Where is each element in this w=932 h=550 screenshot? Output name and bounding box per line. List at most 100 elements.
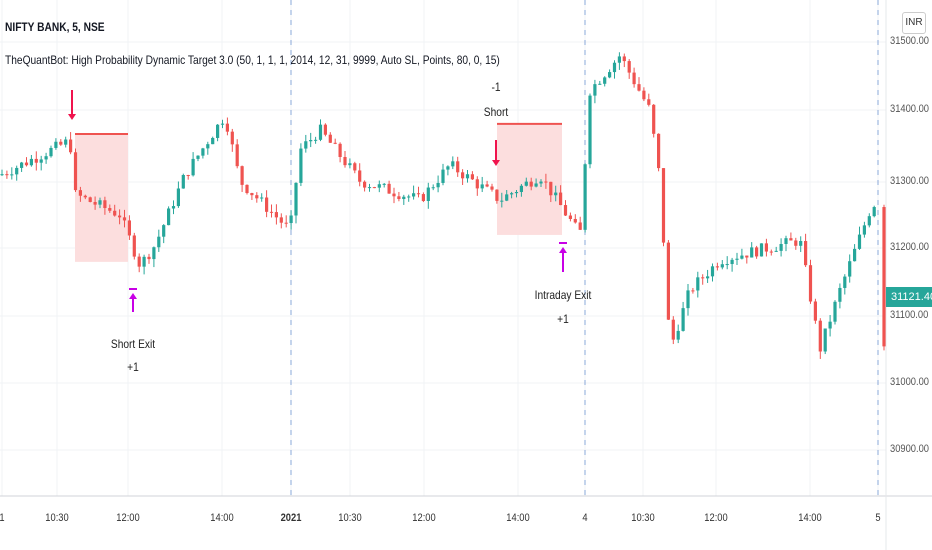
candle-body — [691, 290, 695, 292]
candle-body — [789, 238, 793, 241]
candle-body — [171, 206, 176, 209]
candle-body — [872, 207, 876, 217]
short-arrow-icon-head — [68, 114, 76, 120]
candle-body — [0, 174, 4, 176]
candle-body — [157, 236, 161, 248]
candle-body — [480, 184, 484, 189]
candle-body — [240, 166, 244, 185]
candle-body — [534, 183, 538, 187]
intraday-exit-qty: +1 — [557, 312, 569, 326]
candle-body — [88, 197, 92, 202]
candle-body — [510, 193, 514, 195]
candle-body — [73, 152, 78, 191]
candle-body — [392, 193, 396, 197]
candle-body — [103, 200, 107, 209]
candle-body — [382, 183, 386, 185]
candle-body — [490, 186, 494, 190]
candle-body — [220, 123, 225, 125]
candle-body — [588, 95, 592, 165]
time-axis-label: 10:30 — [631, 512, 655, 524]
candle-body — [608, 72, 612, 78]
candle-body — [725, 264, 729, 266]
time-axis-label: 14:00 — [210, 512, 234, 524]
candle-body — [666, 242, 670, 320]
candle-body — [833, 301, 837, 322]
symbol-title[interactable]: NIFTY BANK, 5, NSE — [5, 20, 105, 34]
candle-body — [127, 220, 131, 236]
candle-body — [818, 320, 822, 352]
candle-body — [647, 99, 651, 105]
candle-body — [735, 258, 739, 260]
candle-body — [338, 143, 342, 157]
short-zone — [497, 123, 562, 235]
candle-body — [632, 72, 636, 85]
candle-body — [20, 162, 24, 168]
currency-badge[interactable]: INR — [902, 12, 926, 34]
candle-body — [421, 194, 425, 201]
short-exit-label: Short Exit — [110, 337, 156, 351]
candle-body — [838, 287, 842, 302]
candle-body — [98, 200, 102, 205]
candle-body — [642, 90, 646, 100]
time-axis-label: 14:00 — [506, 512, 530, 524]
candle-body — [39, 159, 43, 163]
candle-body — [289, 215, 293, 224]
candle-body — [387, 183, 391, 194]
candle-body — [769, 251, 773, 253]
candle-body — [637, 84, 641, 91]
candle-body — [867, 216, 871, 226]
candle-body — [612, 62, 617, 73]
candle-body — [676, 330, 680, 340]
indicator-title[interactable]: TheQuantBot: High Probability Dynamic Ta… — [5, 53, 500, 67]
candle-body — [358, 170, 362, 182]
candle-body — [186, 175, 190, 177]
candle-body — [181, 175, 185, 189]
candle-body — [696, 277, 700, 291]
candle-body — [363, 181, 367, 188]
candle-body — [10, 174, 14, 176]
candle-body — [343, 156, 347, 166]
price-axis-label: 31000.00 — [890, 376, 930, 388]
candle-body — [745, 255, 749, 258]
candle-body — [544, 181, 548, 183]
candle-body — [142, 256, 146, 267]
candle-body — [681, 308, 685, 331]
time-axis-label: 1 — [0, 512, 5, 524]
short-entry-label: Short — [483, 105, 509, 119]
candle-body — [563, 205, 568, 216]
candle-body — [162, 225, 166, 237]
candle-body — [686, 290, 690, 309]
candle-body — [813, 301, 817, 321]
price-axis-label: 31500.00 — [890, 35, 930, 47]
candle-body — [328, 134, 332, 143]
candle-body — [59, 141, 63, 145]
time-axis-label: 10:30 — [338, 512, 362, 524]
candle-body — [235, 144, 239, 167]
candle-body — [397, 196, 401, 200]
candle-body — [857, 234, 862, 249]
candle-body — [740, 255, 744, 259]
candle-body — [779, 244, 783, 251]
time-axis-label: 10:30 — [45, 512, 69, 524]
short-exit-qty: +1 — [127, 360, 139, 374]
candle-body — [598, 83, 602, 85]
candle-body — [377, 184, 381, 188]
candle-body — [441, 169, 445, 183]
candle-body — [412, 193, 416, 197]
candle-body — [784, 238, 788, 245]
candle-body — [549, 181, 553, 196]
exit-arrow-icon-head — [129, 293, 137, 299]
candle-body — [559, 192, 563, 206]
candle-body — [828, 321, 832, 329]
candle-body — [191, 158, 195, 176]
time-axis-label: 5 — [875, 512, 881, 524]
candle-body — [230, 131, 234, 145]
candle-body — [465, 174, 470, 179]
candle-body — [24, 162, 29, 166]
candle-body — [750, 247, 754, 258]
candle-body — [823, 328, 827, 352]
candle-body — [848, 261, 852, 277]
candle-body — [353, 163, 357, 171]
candle-body — [294, 182, 298, 216]
